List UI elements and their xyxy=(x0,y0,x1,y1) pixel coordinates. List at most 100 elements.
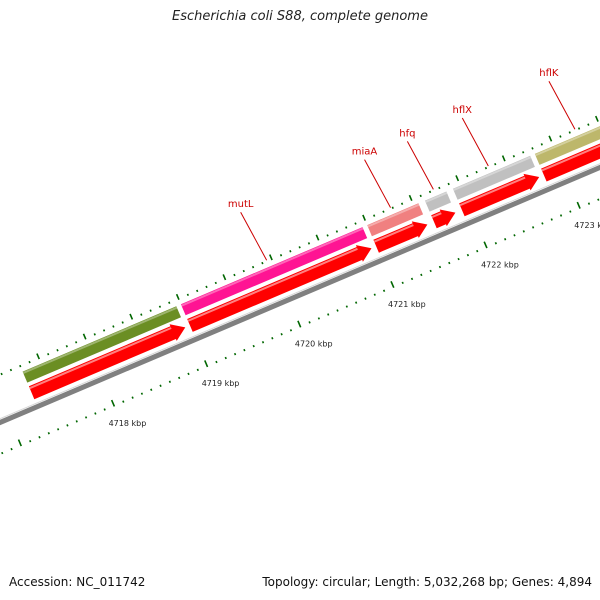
tick-mark-upper xyxy=(577,127,581,130)
cog-block xyxy=(367,203,424,237)
tick-mark-upper xyxy=(501,155,506,162)
tick-mark-upper xyxy=(56,349,59,352)
tick-mark-upper xyxy=(345,226,348,229)
cds-arrow-shine xyxy=(187,247,358,322)
cog-block xyxy=(424,191,451,212)
cds-arrow xyxy=(431,209,456,229)
tick-mark-upper xyxy=(438,186,441,190)
scale-label: 4718 kbp xyxy=(109,419,147,428)
tick-mark-upper xyxy=(82,333,87,340)
gene-leader-line xyxy=(406,141,434,190)
cds-arrow xyxy=(373,221,428,253)
tick-mark-upper xyxy=(447,182,450,186)
cog-block-shine xyxy=(453,156,532,191)
tick-mark-scale xyxy=(159,384,162,387)
backbone-line xyxy=(0,164,600,426)
tick-mark-upper xyxy=(65,345,68,348)
tick-mark-upper xyxy=(475,170,478,174)
tick-mark-scale xyxy=(122,400,125,403)
tick-mark-scale xyxy=(587,202,591,205)
tick-mark-upper xyxy=(484,166,488,170)
tick-mark-upper xyxy=(354,222,357,225)
tick-mark-upper xyxy=(531,147,534,150)
cds-arrow-shine xyxy=(29,327,172,390)
tick-mark-scale xyxy=(541,222,544,225)
tick-mark-upper xyxy=(251,265,255,269)
tick-mark-upper xyxy=(512,155,515,158)
tick-mark-scale xyxy=(103,408,106,411)
gene-label: hflK xyxy=(539,68,559,79)
tick-mark-upper xyxy=(269,254,273,261)
tick-mark-upper xyxy=(140,313,143,316)
tick-mark-upper xyxy=(279,253,283,257)
cog-block xyxy=(180,227,368,316)
tick-mark-upper xyxy=(382,210,385,213)
tick-mark-scale xyxy=(531,226,535,229)
tick-mark-upper xyxy=(149,309,152,312)
scale-label: 4720 kbp xyxy=(295,340,333,349)
tick-mark-upper xyxy=(540,143,543,146)
tick-mark-scale xyxy=(243,348,246,352)
tick-mark-upper xyxy=(568,131,571,134)
tick-mark-scale xyxy=(466,253,470,257)
gene-leader-line xyxy=(364,159,391,208)
tick-mark-scale xyxy=(420,273,423,277)
backbone-highlight xyxy=(0,163,600,420)
tick-mark-upper xyxy=(222,274,227,281)
tick-mark-upper xyxy=(466,174,469,178)
tick-mark-scale xyxy=(289,329,293,332)
tick-mark-upper xyxy=(373,214,376,217)
tick-mark-upper xyxy=(261,261,264,265)
gene-leader-line xyxy=(548,80,576,130)
tick-mark-upper xyxy=(594,115,599,122)
tick-mark-upper xyxy=(494,162,497,166)
tick-mark-scale xyxy=(187,372,190,376)
tick-mark-upper xyxy=(428,190,432,194)
tick-mark-scale xyxy=(10,447,13,451)
tick-mark-scale xyxy=(131,396,134,399)
tick-mark-scale xyxy=(56,428,60,431)
scale-label: 4723 kbp xyxy=(574,221,600,230)
cds-arrow xyxy=(459,173,540,217)
tick-mark-scale xyxy=(196,368,199,372)
cog-block-shine xyxy=(367,203,420,228)
tick-mark-scale xyxy=(345,305,348,308)
tick-mark-scale xyxy=(308,321,311,324)
tick-mark-upper xyxy=(233,273,236,277)
cds-arrow xyxy=(187,245,372,332)
tick-mark-upper xyxy=(175,293,180,301)
cds-arrow-shine xyxy=(373,224,414,243)
tick-mark-scale xyxy=(327,313,330,316)
tick-mark-scale xyxy=(280,333,283,336)
gene-label: hflX xyxy=(453,105,473,116)
cog-block-shine xyxy=(181,227,364,307)
tick-mark-upper xyxy=(419,194,422,198)
tick-mark-upper xyxy=(102,329,106,332)
tick-mark-scale xyxy=(1,451,4,455)
tick-mark-upper xyxy=(121,321,124,324)
tick-mark-scale xyxy=(569,210,572,213)
tick-mark-upper xyxy=(186,293,190,297)
tick-mark-scale xyxy=(336,309,339,312)
scale-label: 4721 kbp xyxy=(388,300,426,309)
tick-mark-scale xyxy=(178,376,181,380)
tick-mark-scale xyxy=(204,360,209,368)
tick-mark-scale xyxy=(401,281,404,285)
tick-mark-scale xyxy=(271,337,274,340)
tick-mark-scale xyxy=(215,360,218,364)
tick-mark-upper xyxy=(391,206,394,209)
cog-block-shine xyxy=(535,126,600,157)
tick-mark-scale xyxy=(513,234,516,237)
tick-mark-scale xyxy=(382,289,386,292)
tick-mark-scale xyxy=(140,392,144,395)
tick-mark-scale xyxy=(448,261,451,265)
tick-mark-scale xyxy=(364,297,367,300)
tick-mark-scale xyxy=(550,218,553,221)
cds-arrow-shine xyxy=(541,144,600,172)
cog-block xyxy=(452,155,535,200)
tick-mark-scale xyxy=(47,432,50,435)
tick-mark-upper xyxy=(9,368,13,372)
tick-mark-scale xyxy=(494,241,497,245)
tick-mark-upper xyxy=(289,250,292,253)
